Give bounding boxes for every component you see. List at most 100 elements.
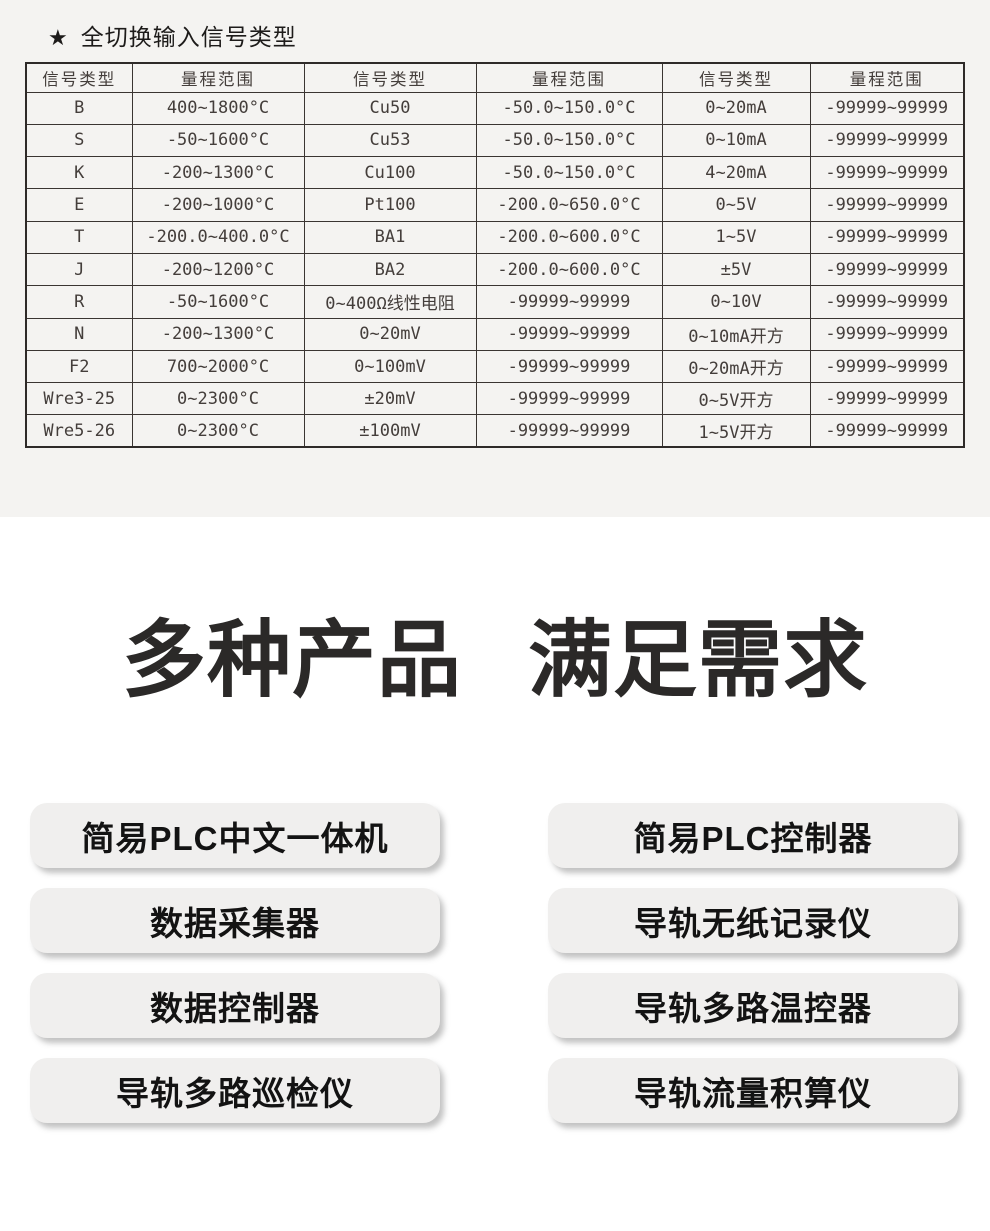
table-cell: ±5V [661,252,811,287]
table-row: E -200~1000°C Pt100 -200.0~650.0°C 0~5V -9999… [25,188,965,222]
table-row: B 400~1800°C Cu50 -50.0~150.0°C 0~20mA -99999… [25,91,965,125]
table-cell: 700~2000°C [131,349,305,384]
table-row: S -50~1600°C Cu53 -50.0~150.0°C 0~10mA -99999… [25,123,965,158]
table-cell: -200.0~600.0°C [475,252,663,287]
table-cell: Pt100 [303,188,477,222]
product-pill-patrol-detector[interactable]: 导轨多路巡检仪 [30,1058,440,1123]
column-header: 量程范围 [809,62,965,93]
table-cell: 0~10mA开方 [661,317,811,351]
table-cell: T [25,220,133,254]
table-cell: R [25,285,133,319]
table-row: F2 700~2000°C 0~100mV -99999~99999 0~20mA开方 -… [25,349,965,384]
table-row: Wre5-26 0~2300°C ±100mV -99999~99999 1~5V开方 -… [25,414,965,448]
table-cell: 0~2300°C [131,414,305,448]
table-cell: E [25,188,133,222]
table-cell: -200~1000°C [131,188,305,222]
table-cell: -200~1300°C [131,156,305,190]
table-cell: -200~1200°C [131,252,305,287]
table-cell: 0~10V [661,285,811,319]
table-cell: -50~1600°C [131,285,305,319]
table-cell: -99999~99999 [809,91,965,125]
table-cell: ±20mV [303,382,477,416]
table-cell: -50.0~150.0°C [475,123,663,158]
table-cell: 0~2300°C [131,382,305,416]
page-title: 多种产品 满足需求 [0,612,990,708]
column-header: 量程范围 [475,62,663,93]
table-cell: Cu53 [303,123,477,158]
table-cell: -200~1300°C [131,317,305,351]
table-cell: 0~400Ω线性电阻 [303,285,477,319]
table-cell: S [25,123,133,158]
product-pill-paperless-recorder[interactable]: 导轨无纸记录仪 [548,888,958,953]
section-heading-label: 全切换输入信号类型 [80,24,297,50]
table-cell: J [25,252,133,287]
table-row: R -50~1600°C 0~400Ω线性电阻 -99999~99999 0~10V -9… [25,285,965,319]
table-row: Wre3-25 0~2300°C ±20mV -99999~99999 0~5V开方 -9… [25,382,965,416]
table-cell: -99999~99999 [809,156,965,190]
table-header-row: 信号类型 量程范围 信号类型 量程范围 信号类型 量程范围 [25,62,965,93]
products-section: 多种产品 满足需求 简易PLC中文一体机 简易PLC控制器 数据采集器 导轨无纸… [0,517,990,1231]
table-cell: 0~20mV [303,317,477,351]
product-pill-grid: 简易PLC中文一体机 简易PLC控制器 数据采集器 导轨无纸记录仪 数据控制器 … [30,803,958,1123]
table-cell: -200.0~650.0°C [475,188,663,222]
table-cell: Cu50 [303,91,477,125]
table-body: B 400~1800°C Cu50 -50.0~150.0°C 0~20mA -99999… [25,91,965,448]
product-pill-plc-controller[interactable]: 简易PLC控制器 [548,803,958,868]
table-cell: -200.0~600.0°C [475,220,663,254]
table-cell: -99999~99999 [475,349,663,384]
table-cell: -99999~99999 [809,317,965,351]
table-cell: B [25,91,133,125]
table-cell: -50~1600°C [131,123,305,158]
product-pill-flow-totalizer[interactable]: 导轨流量积算仪 [548,1058,958,1123]
column-header: 信号类型 [661,62,811,93]
table-cell: -99999~99999 [809,220,965,254]
table-cell: -200.0~400.0°C [131,220,305,254]
table-cell: -99999~99999 [809,123,965,158]
table-cell: -99999~99999 [475,285,663,319]
product-pill-data-controller[interactable]: 数据控制器 [30,973,440,1038]
signal-spec-section: ★ 全切换输入信号类型 信号类型 量程范围 信号类型 量程范围 信号类型 量程范围 [0,0,990,517]
table-cell: -50.0~150.0°C [475,91,663,125]
table-cell: F2 [25,349,133,384]
table-cell: 1~5V [661,220,811,254]
column-header: 量程范围 [131,62,305,93]
section-heading: ★ 全切换输入信号类型 [48,22,297,53]
table-cell: -99999~99999 [809,414,965,448]
table-cell: N [25,317,133,351]
table-cell: Cu100 [303,156,477,190]
table-cell: 0~100mV [303,349,477,384]
table-cell: -99999~99999 [809,349,965,384]
table-cell: -99999~99999 [809,382,965,416]
table-cell: 0~20mA开方 [661,349,811,384]
table-cell: -99999~99999 [475,382,663,416]
table-cell: K [25,156,133,190]
table-row: K -200~1300°C Cu100 -50.0~150.0°C 4~20mA -999… [25,156,965,190]
table-cell: Wre3-25 [25,382,133,416]
product-pill-data-collector[interactable]: 数据采集器 [30,888,440,953]
table-cell: 0~20mA [661,91,811,125]
product-pill-plc-allinone[interactable]: 简易PLC中文一体机 [30,803,440,868]
table-cell: 0~5V [661,188,811,222]
table-cell: Wre5-26 [25,414,133,448]
table-cell: -99999~99999 [475,317,663,351]
column-header: 信号类型 [303,62,477,93]
table-row: J -200~1200°C BA2 -200.0~600.0°C ±5V -99999~9… [25,252,965,287]
table-cell: 0~10mA [661,123,811,158]
table-cell: 4~20mA [661,156,811,190]
table-cell: ±100mV [303,414,477,448]
table-cell: BA1 [303,220,477,254]
table-cell: 1~5V开方 [661,414,811,448]
table-header: 信号类型 量程范围 信号类型 量程范围 信号类型 量程范围 [25,62,965,93]
product-pill-temp-controller[interactable]: 导轨多路温控器 [548,973,958,1038]
table-cell: 400~1800°C [131,91,305,125]
column-header: 信号类型 [25,62,133,93]
table-cell: -99999~99999 [475,414,663,448]
table-cell: -99999~99999 [809,285,965,319]
table-row: T -200.0~400.0°C BA1 -200.0~600.0°C 1~5V -999… [25,220,965,254]
signal-type-table: 信号类型 量程范围 信号类型 量程范围 信号类型 量程范围 B 400~1800°… [25,62,965,449]
page-title-part1: 多种产品 [121,613,462,707]
table-cell: -99999~99999 [809,188,965,222]
star-icon: ★ [48,25,69,50]
table-cell: 0~5V开方 [661,382,811,416]
